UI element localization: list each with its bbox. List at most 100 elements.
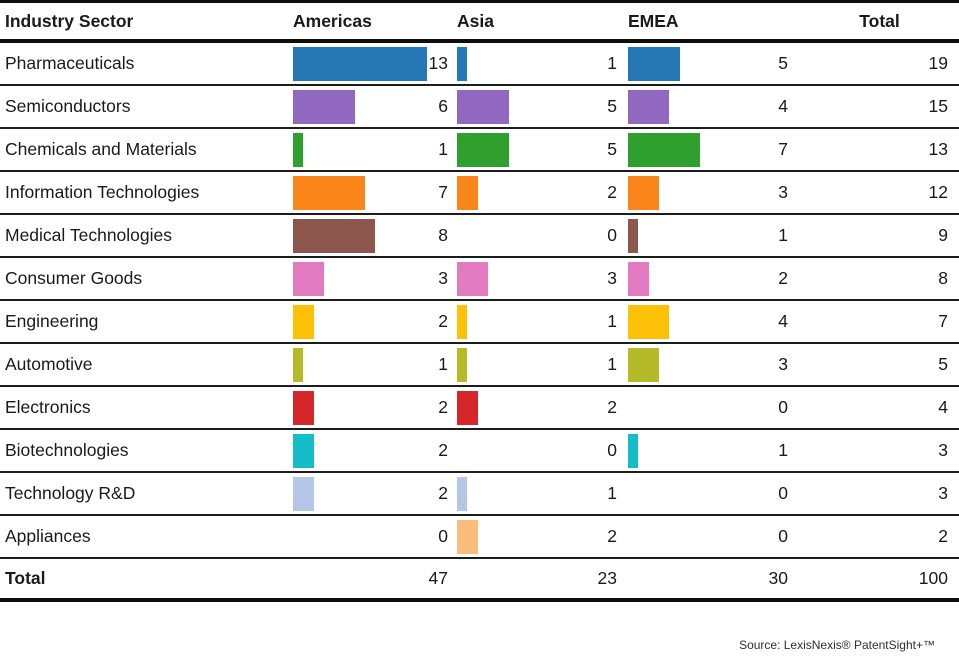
total-americas-value: 47 — [428, 568, 448, 588]
emea-value: 4 — [778, 311, 788, 331]
asia-cell: 5 — [457, 86, 628, 127]
asia-cell: 1 — [457, 301, 628, 342]
americas-value-bar — [293, 476, 314, 511]
asia-value-bar — [457, 390, 478, 425]
emea-value: 1 — [778, 225, 788, 245]
sector-region-table: Industry Sector Americas Asia EMEA Total… — [0, 0, 959, 602]
asia-cell: 2 — [457, 172, 628, 213]
table-row: Automotive 1 1 3 5 — [0, 344, 959, 387]
americas-value-bar — [293, 390, 314, 425]
americas-value: 7 — [438, 182, 448, 202]
sector-label: Electronics — [5, 397, 91, 417]
asia-value: 2 — [607, 526, 617, 546]
emea-value-bar — [628, 89, 669, 124]
americas-value: 2 — [438, 483, 448, 503]
americas-cell: 3 — [293, 258, 457, 299]
americas-cell: 2 — [293, 387, 457, 428]
asia-value: 2 — [607, 182, 617, 202]
emea-value: 3 — [778, 354, 788, 374]
emea-cell: 2 — [628, 258, 800, 299]
americas-cell: 1 — [293, 129, 457, 170]
asia-value: 3 — [607, 268, 617, 288]
header-emea: EMEA — [628, 10, 679, 31]
total-value: 5 — [938, 354, 948, 374]
emea-cell: 1 — [628, 430, 800, 471]
total-cell: 3 — [800, 473, 959, 514]
emea-cell: 3 — [628, 344, 800, 385]
sector-label: Biotechnologies — [5, 440, 129, 460]
americas-value: 0 — [438, 526, 448, 546]
table-header-row: Industry Sector Americas Asia EMEA Total — [0, 3, 959, 43]
americas-value: 1 — [438, 354, 448, 374]
emea-value: 5 — [778, 53, 788, 73]
americas-cell: 6 — [293, 86, 457, 127]
asia-value-bar — [457, 46, 467, 81]
asia-value: 1 — [607, 354, 617, 374]
asia-cell: 1 — [457, 344, 628, 385]
table-total-row: Total 47 23 30 100 — [0, 559, 959, 602]
table-row: Semiconductors 6 5 4 15 — [0, 86, 959, 129]
header-americas: Americas — [293, 10, 372, 31]
total-asia-value: 23 — [597, 568, 617, 588]
americas-value: 2 — [438, 311, 448, 331]
total-value: 4 — [938, 397, 948, 417]
total-value: 8 — [938, 268, 948, 288]
total-cell: 4 — [800, 387, 959, 428]
americas-cell: 13 — [293, 43, 457, 84]
total-cell: 15 — [800, 86, 959, 127]
total-value: 2 — [938, 526, 948, 546]
table-row: Consumer Goods 3 3 2 8 — [0, 258, 959, 301]
asia-value-bar — [457, 175, 478, 210]
asia-cell: 1 — [457, 43, 628, 84]
emea-value-bar — [628, 175, 659, 210]
asia-cell: 3 — [457, 258, 628, 299]
total-cell: 3 — [800, 430, 959, 471]
asia-value: 2 — [607, 397, 617, 417]
americas-value: 1 — [438, 139, 448, 159]
asia-value: 1 — [607, 483, 617, 503]
emea-value-bar — [628, 261, 649, 296]
asia-value: 1 — [607, 53, 617, 73]
sector-label: Appliances — [5, 526, 91, 546]
asia-cell: 0 — [457, 430, 628, 471]
asia-value: 0 — [607, 225, 617, 245]
emea-value-bar — [628, 304, 669, 339]
americas-value: 8 — [438, 225, 448, 245]
americas-value-bar — [293, 261, 324, 296]
emea-value-bar — [628, 347, 659, 382]
emea-cell: 0 — [628, 473, 800, 514]
americas-value: 2 — [438, 397, 448, 417]
emea-value-bar — [628, 218, 638, 253]
americas-value: 2 — [438, 440, 448, 460]
americas-value-bar — [293, 46, 427, 81]
americas-cell: 2 — [293, 430, 457, 471]
asia-cell: 2 — [457, 387, 628, 428]
total-cell: 5 — [800, 344, 959, 385]
total-asia-cell: 23 — [457, 559, 628, 598]
americas-cell: 1 — [293, 344, 457, 385]
header-total: Total — [859, 10, 900, 31]
sector-label: Medical Technologies — [5, 225, 173, 245]
sector-label: Technology R&D — [5, 483, 136, 503]
asia-value: 1 — [607, 311, 617, 331]
asia-value: 5 — [607, 96, 617, 116]
total-cell: 8 — [800, 258, 959, 299]
americas-value-bar — [293, 304, 314, 339]
total-americas-cell: 47 — [293, 559, 457, 598]
total-cell: 9 — [800, 215, 959, 256]
total-cell: 2 — [800, 516, 959, 557]
americas-value-bar — [293, 132, 303, 167]
header-asia: Asia — [457, 10, 494, 31]
asia-cell: 1 — [457, 473, 628, 514]
total-grand-cell: 100 — [800, 559, 959, 598]
sector-label: Automotive — [5, 354, 93, 374]
emea-value: 1 — [778, 440, 788, 460]
table-body: Pharmaceuticals 13 1 5 19 Semiconductors 6 5 4 15… — [0, 43, 959, 559]
asia-value: 5 — [607, 139, 617, 159]
sector-label: Engineering — [5, 311, 99, 331]
americas-cell: 7 — [293, 172, 457, 213]
total-value: 9 — [938, 225, 948, 245]
source-text: Source: LexisNexis® PatentSight+™ — [739, 638, 935, 652]
total-cell: 19 — [800, 43, 959, 84]
total-emea-value: 30 — [768, 568, 788, 588]
